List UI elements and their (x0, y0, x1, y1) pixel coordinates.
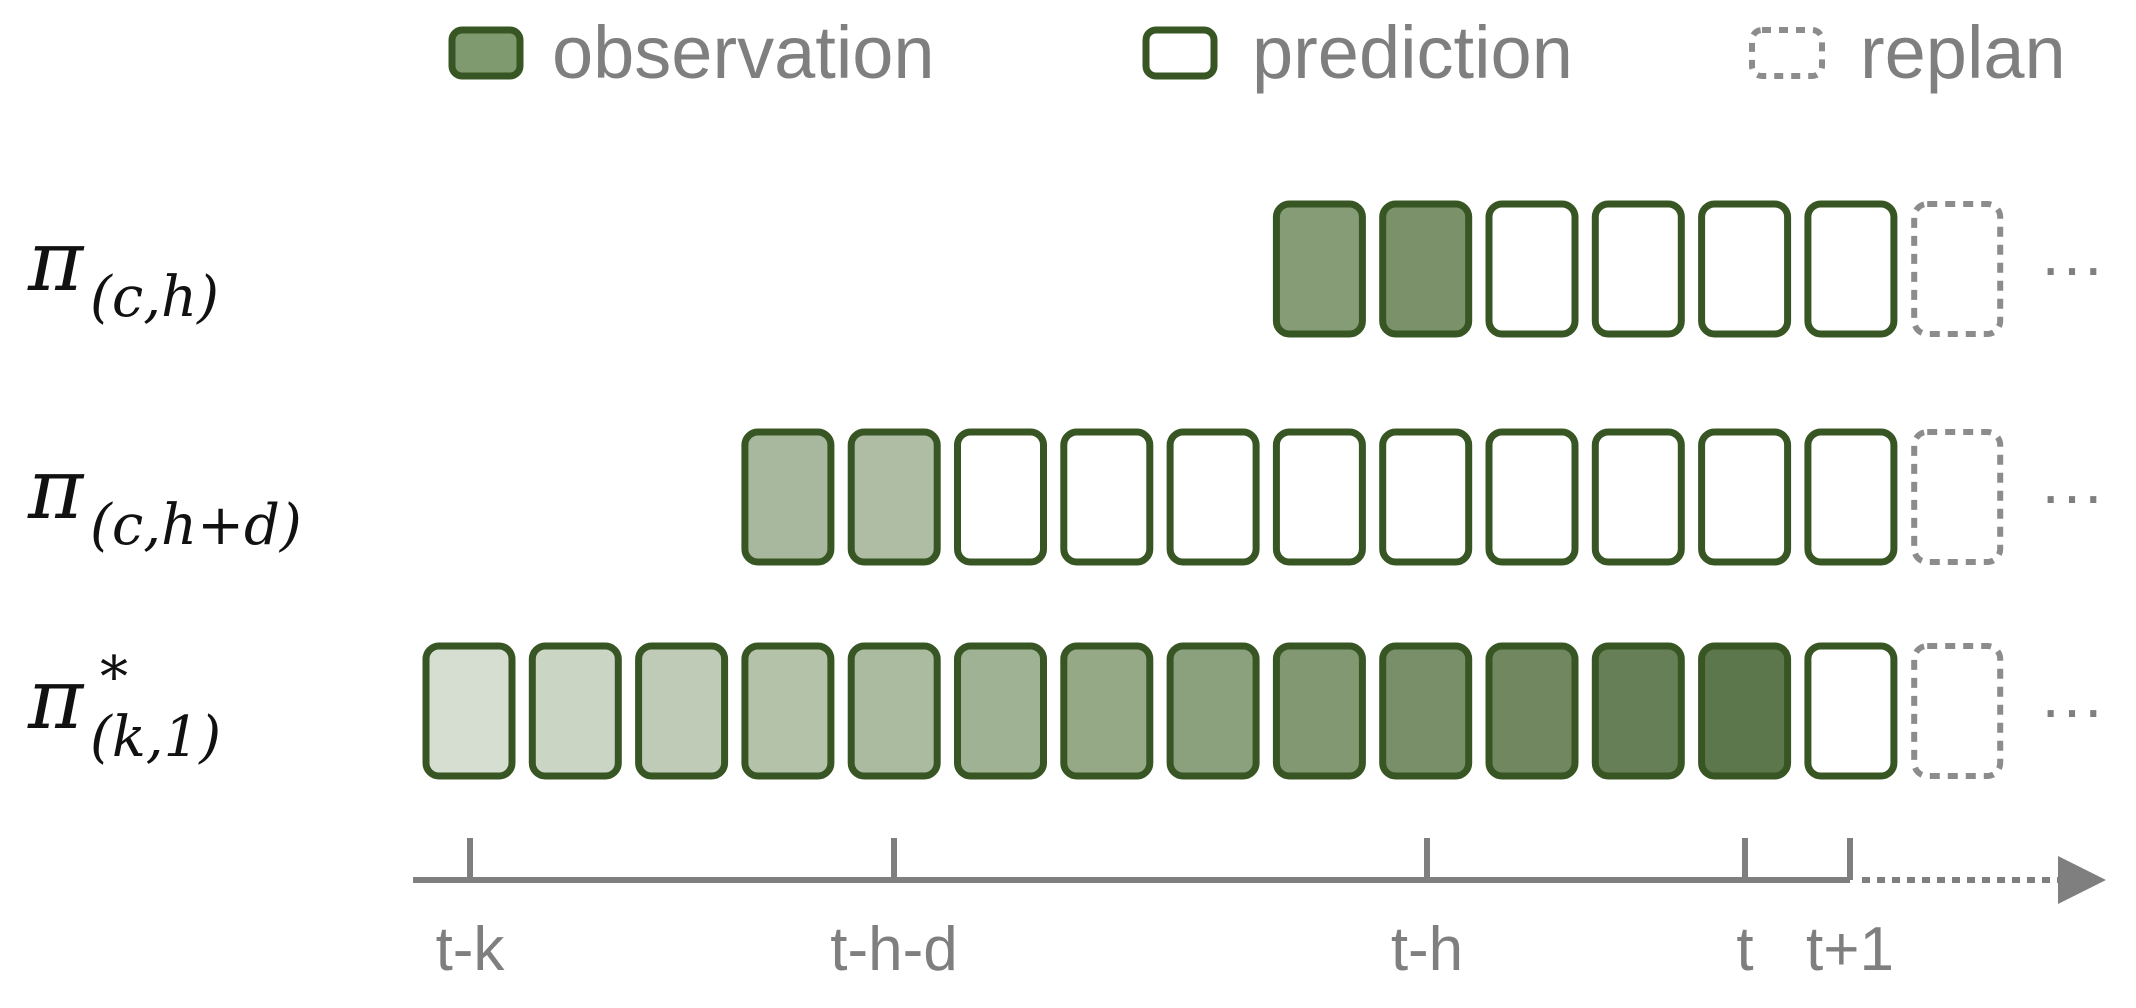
legend-observation-swatch (452, 30, 520, 76)
observation-cell (1276, 204, 1362, 334)
legend: observation prediction replan (452, 11, 2066, 94)
svg-text:(c,h): (c,h) (90, 265, 219, 330)
replan-cell (1914, 204, 2000, 334)
row-subscript: (k,1) (90, 705, 221, 770)
row-label-pi-c-hd: π (c,h+d) (27, 440, 302, 558)
ellipsis: ··· (2040, 231, 2104, 303)
svg-text:(k,1): (k,1) (90, 705, 221, 770)
axis-tick-label: t-h-d (830, 915, 957, 984)
observation-cell (958, 646, 1044, 776)
observation-cell (745, 432, 831, 562)
prediction-cell (1489, 204, 1575, 334)
row-superscript: * (100, 645, 128, 710)
prediction-cell (1808, 646, 1894, 776)
legend-observation-label: observation (552, 11, 935, 94)
cells-layer: ··· ··· ··· (426, 204, 2104, 776)
axis-tick-label: t-k (436, 915, 506, 984)
prediction-cell (1383, 432, 1469, 562)
svg-text:(c,h+d): (c,h+d) (90, 493, 302, 558)
ellipsis: ··· (2040, 459, 2104, 531)
axis-tick-label: t-h (1391, 915, 1463, 984)
prediction-cell (1808, 432, 1894, 562)
row-pi-c-h: ··· (1276, 204, 2104, 334)
observation-cell (639, 646, 725, 776)
prediction-cell (1489, 432, 1575, 562)
observation-cell (1489, 646, 1575, 776)
row-pi-star-k1: ··· (426, 646, 2104, 776)
prediction-cell (1170, 432, 1256, 562)
observation-cell (532, 646, 618, 776)
legend-replan-swatch (1752, 30, 1822, 76)
prediction-cell (1808, 204, 1894, 334)
prediction-cell (1595, 204, 1681, 334)
observation-cell (1383, 204, 1469, 334)
observation-cell (851, 646, 937, 776)
prediction-cell (1702, 204, 1788, 334)
prediction-cell (1276, 432, 1362, 562)
legend-prediction-swatch (1146, 30, 1214, 76)
svg-text:π: π (27, 650, 85, 748)
prediction-cell (1595, 432, 1681, 562)
prediction-cell (1064, 432, 1150, 562)
svg-text:π: π (27, 212, 85, 310)
row-symbol: π (27, 440, 85, 538)
prediction-cell (1702, 432, 1788, 562)
ellipsis: ··· (2040, 673, 2104, 745)
row-pi-c-hd: ··· (745, 432, 2104, 562)
row-symbol: π (27, 212, 85, 310)
observation-cell (1383, 646, 1469, 776)
time-axis: t-k t-h-d t-h t t+1 (413, 838, 2106, 984)
observation-cell (1595, 646, 1681, 776)
observation-cell (851, 432, 937, 562)
observation-cell (1064, 646, 1150, 776)
replan-cell (1914, 646, 2000, 776)
svg-text:π: π (27, 440, 85, 538)
observation-cell (426, 646, 512, 776)
prediction-cell (958, 432, 1044, 562)
svg-text:*: * (100, 645, 128, 710)
axis-tick-label: t+1 (1806, 915, 1894, 984)
replan-cell (1914, 432, 2000, 562)
observation-cell (1170, 646, 1256, 776)
row-label-pi-c-h: π (c,h) (27, 212, 219, 330)
row-label-pi-star-k1: π * (k,1) (27, 645, 221, 770)
row-symbol: π (27, 650, 85, 748)
observation-cell (1276, 646, 1362, 776)
row-subscript: (c,h) (90, 265, 219, 330)
axis-tick-label: t (1736, 915, 1753, 984)
legend-prediction-label: prediction (1252, 11, 1573, 94)
legend-replan-label: replan (1860, 11, 2066, 94)
axis-arrowhead (2058, 856, 2106, 904)
observation-cell (1702, 646, 1788, 776)
observation-cell (745, 646, 831, 776)
row-subscript: (c,h+d) (90, 493, 302, 558)
